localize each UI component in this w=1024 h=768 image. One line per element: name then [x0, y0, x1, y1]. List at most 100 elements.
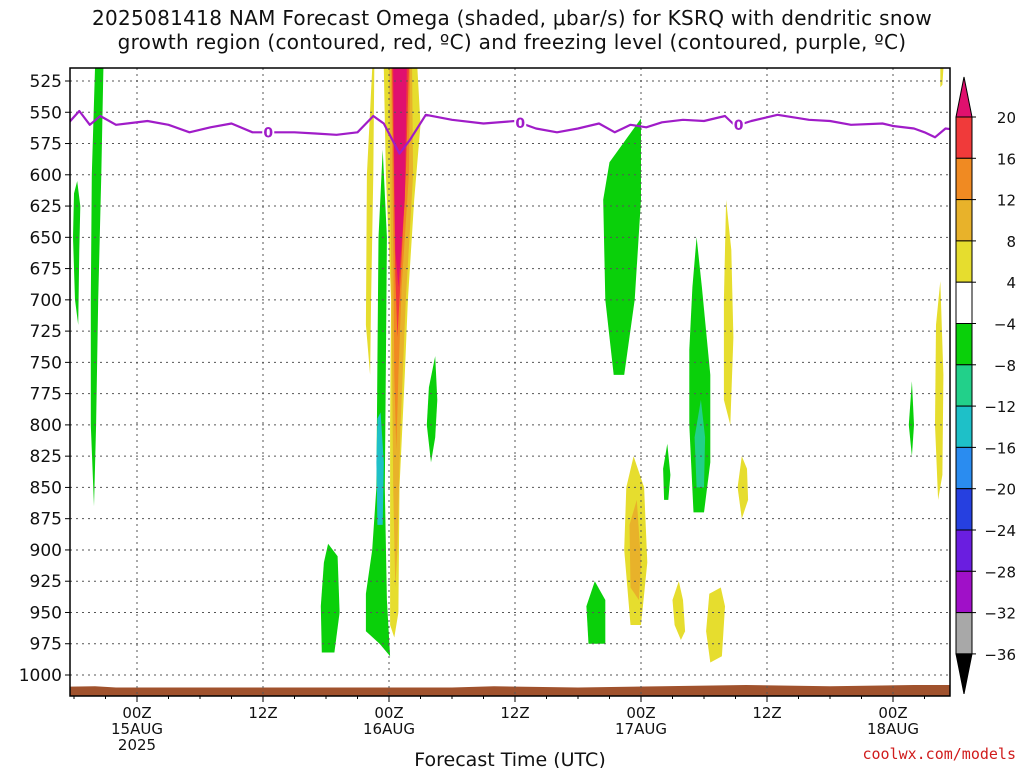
omega-region-13	[586, 581, 606, 644]
omega-region-2	[320, 543, 340, 653]
terrain-fill	[70, 685, 950, 696]
colorbar-label-0: 20	[997, 109, 1016, 127]
x-tick-label-54-1: 00Z	[626, 704, 655, 722]
plot-frame	[69, 67, 951, 697]
omega-region-24	[935, 281, 944, 500]
y-tick-label-825: 825	[30, 447, 62, 467]
colorbar-label-13: −36	[984, 646, 1016, 664]
omega-shading	[73, 68, 944, 663]
x-tick-label-6-2: 15AUG	[111, 720, 163, 738]
freezing-label-bg-2	[732, 117, 745, 134]
colorbar-label-6: −8	[994, 357, 1016, 375]
omega-region-4	[376, 412, 384, 525]
colorbar: 20 16 12 8 4 −4 −8 −12 −16 −20 −24 −28 −32 −36	[955, 76, 1016, 694]
colorbar-bin-2	[955, 199, 973, 242]
colorbar-bin-9	[955, 488, 973, 531]
omega-region-21	[672, 581, 686, 640]
colorbar-label-2: 12	[997, 192, 1016, 210]
plot-grid	[70, 68, 950, 696]
x-tick-label-18-1: 12Z	[248, 704, 277, 722]
x-tick-label-78-1: 00Z	[878, 704, 907, 722]
freezing-label-bg-0	[262, 124, 275, 141]
freezing-level-line	[70, 109, 950, 155]
freezing-level-label-1: 0	[515, 116, 525, 132]
x-tick-label-6-3: 2025	[118, 736, 156, 754]
omega-region-16	[663, 443, 671, 500]
colorbar-label-3: 8	[1006, 233, 1016, 251]
colorbar-bin-8	[955, 446, 973, 490]
colorbar-bin-10	[955, 529, 973, 572]
y-tick-label-750: 750	[30, 353, 62, 373]
y-tick-label-550: 550	[30, 103, 62, 123]
freezing-level-label-0: 0	[263, 125, 273, 141]
y-tick-label-650: 650	[30, 228, 62, 248]
colorbar-label-10: −24	[984, 522, 1016, 540]
colorbar-under-triangle	[955, 653, 973, 694]
y-tick-label-775: 775	[30, 385, 62, 405]
colorbar-bin-1	[955, 157, 973, 201]
x-axis-label: Forecast Time (UTC)	[414, 749, 605, 768]
y-axis-tick-labels: 525 550 575 600 625 650 675 700 725 750 775 800 825 8…	[19, 72, 70, 686]
colorbar-over-triangle	[955, 76, 973, 118]
colorbar-bin-0	[955, 116, 973, 159]
omega-region-0	[73, 181, 81, 325]
omega-region-3	[365, 149, 391, 657]
colorbar-bin-4	[955, 281, 973, 325]
colorbar-label-9: −20	[984, 481, 1016, 499]
chart-title-line-2: growth region (contoured, red, ºC) and f…	[117, 30, 907, 54]
x-tick-label-30-1: 00Z	[374, 704, 403, 722]
y-tick-label-575: 575	[30, 135, 62, 155]
x-tick-label-6-1: 00Z	[122, 704, 151, 722]
colorbar-label-12: −32	[984, 605, 1016, 623]
y-tick-label-675: 675	[30, 260, 62, 280]
omega-region-22	[706, 587, 725, 663]
y-tick-label-525: 525	[30, 72, 62, 92]
y-tick-label-875: 875	[30, 510, 62, 530]
omega-region-12	[603, 118, 641, 375]
y-tick-label-925: 925	[30, 572, 62, 592]
omega-region-23	[908, 381, 914, 457]
omega-region-6	[365, 68, 375, 375]
colorbar-bin-6	[955, 364, 973, 407]
colorbar-label-7: −12	[984, 398, 1016, 416]
x-tick-label-30-2: 16AUG	[363, 720, 415, 738]
x-tick-label-42-1: 12Z	[500, 704, 529, 722]
colorbar-label-8: −16	[984, 439, 1016, 457]
omega-region-1	[90, 68, 104, 507]
colorbar-bin-5	[955, 323, 973, 366]
omega-region-25	[940, 68, 944, 88]
y-tick-label-600: 600	[30, 166, 62, 186]
y-tick-label-800: 800	[30, 416, 62, 436]
y-tick-label-625: 625	[30, 197, 62, 217]
colorbar-bin-12	[955, 612, 973, 655]
y-tick-label-900: 900	[30, 541, 62, 561]
y-tick-label-1000: 1000	[19, 666, 62, 686]
omega-region-10	[393, 68, 407, 288]
y-tick-label-700: 700	[30, 291, 62, 311]
y-tick-label-850: 850	[30, 478, 62, 498]
freezing-level-label-2: 0	[734, 118, 744, 134]
y-tick-label-950: 950	[30, 603, 62, 623]
freezing-level-contour: 0 0 0	[70, 109, 950, 155]
x-tick-label-66-1: 12Z	[752, 704, 781, 722]
omega-region-19	[723, 199, 734, 425]
y-tick-label-975: 975	[30, 635, 62, 655]
colorbar-label-5: −4	[994, 316, 1016, 334]
omega-region-18	[694, 399, 706, 488]
freezing-label-bg-1	[514, 114, 527, 131]
x-tick-label-54-2: 17AUG	[615, 720, 667, 738]
omega-region-17	[689, 237, 711, 513]
colorbar-bin-3	[955, 240, 973, 283]
chart-title: 2025081418 NAM Forecast Omega (shaded, μ…	[0, 6, 1024, 54]
colorbar-label-4: 4	[1006, 274, 1016, 292]
colorbar-label-1: 16	[997, 150, 1016, 168]
terrain-polygon	[70, 685, 950, 696]
x-tick-label-78-2: 18AUG	[867, 720, 919, 738]
credit-text: coolwx.com/models	[862, 745, 1016, 763]
y-tick-label-725: 725	[30, 322, 62, 342]
colorbar-bin-11	[955, 570, 973, 614]
colorbar-bin-7	[955, 405, 973, 448]
colorbar-label-11: −28	[984, 563, 1016, 581]
